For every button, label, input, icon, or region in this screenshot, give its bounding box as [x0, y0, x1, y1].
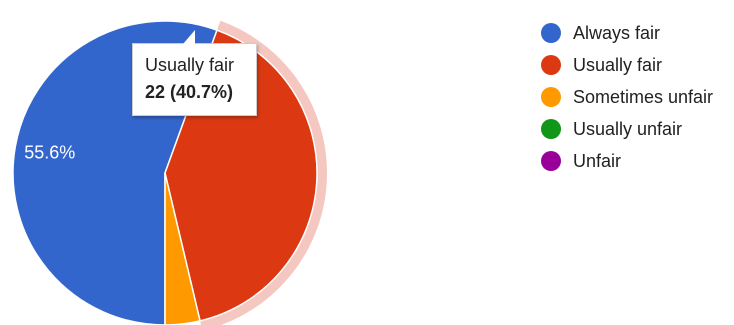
- slice-label-always-fair: 55.6%: [24, 143, 75, 163]
- legend-item-sometimes-unfair[interactable]: Sometimes unfair: [541, 81, 713, 113]
- slice-tooltip: Usually fair 22 (40.7%): [132, 30, 257, 116]
- legend-label-always-fair: Always fair: [573, 22, 661, 43]
- legend-item-always-fair[interactable]: Always fair: [541, 17, 713, 49]
- legend-swatch-always-fair: [541, 23, 561, 43]
- legend-swatch-sometimes-unfair: [541, 87, 561, 107]
- tooltip-value: 22 (40.7%): [145, 82, 234, 102]
- legend-item-usually-fair[interactable]: Usually fair: [541, 49, 713, 81]
- legend-item-usually-unfair[interactable]: Usually unfair: [541, 113, 713, 145]
- legend-swatch-usually-unfair: [541, 119, 561, 139]
- legend-label-usually-fair: Usually fair: [573, 54, 663, 75]
- legend-item-unfair[interactable]: Unfair: [541, 145, 713, 177]
- tooltip-pointer: [183, 30, 195, 44]
- legend-label-sometimes-unfair: Sometimes unfair: [573, 86, 714, 107]
- tooltip-category: Usually fair: [145, 55, 235, 75]
- legend-label-usually-unfair: Usually unfair: [573, 118, 683, 139]
- legend-swatch-unfair: [541, 151, 561, 171]
- legend-swatch-usually-fair: [541, 55, 561, 75]
- legend-label-unfair: Unfair: [573, 150, 622, 171]
- chart-legend: Always fair Usually fair Sometimes unfai…: [541, 17, 713, 177]
